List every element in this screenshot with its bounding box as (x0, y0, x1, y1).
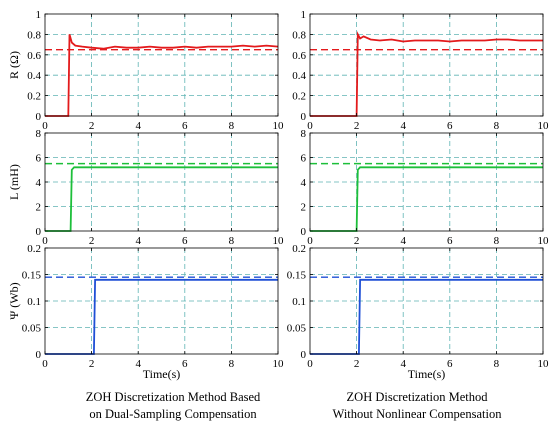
chart-l-left: 0 2 4 6 8 0 2 4 6 8 10 L (mH) (7, 128, 284, 247)
plot-frame (309, 13, 544, 117)
x-tick-label: 8 (494, 120, 500, 132)
series-line (45, 166, 278, 232)
y-tick-label: 0 (301, 349, 307, 361)
y-tick-label: 0.6 (292, 50, 306, 62)
chart-psi-right: 0 0.05 0.1 0.15 0.2 0 2 4 6 8 10 Time(s) (287, 243, 549, 381)
chart-r-left: 00.20.40.60.810 2 4 6 8 10R (Ω) (7, 9, 284, 132)
y-axis-label: R (Ω) (7, 51, 21, 79)
y-tick-label: 1 (36, 9, 42, 21)
y-tick-label: 0.2 (292, 243, 306, 255)
y-tick-label: 0.1 (27, 296, 41, 308)
y-tick-label: 4 (301, 177, 307, 189)
x-tick-label: 8 (229, 235, 235, 247)
x-tick-label: 0 (42, 120, 48, 132)
x-tick-label: 2 (89, 120, 95, 132)
y-axis-label: Ψ (Wb) (7, 282, 21, 319)
x-tick-label: 0 (307, 358, 313, 370)
x-tick-label: 2 (89, 358, 95, 370)
x-axis-label: Time(s) (408, 367, 446, 381)
x-tick-label: 4 (135, 358, 141, 370)
x-tick-label: 8 (229, 120, 235, 132)
x-tick-label: 2 (354, 235, 360, 247)
y-tick-label: 4 (36, 177, 42, 189)
caption-right-line2: Without Nonlinear Compensation (332, 407, 502, 421)
y-tick-label: 0.15 (22, 270, 42, 282)
series-line (45, 34, 279, 117)
plot-frame (44, 13, 279, 117)
x-tick-label: 10 (273, 358, 285, 370)
x-tick-label: 8 (494, 235, 500, 247)
y-tick-label: 8 (301, 128, 307, 140)
x-tick-label: 0 (307, 235, 313, 247)
y-tick-label: 0.6 (27, 50, 41, 62)
x-tick-label: 8 (229, 358, 235, 370)
caption-right: ZOH Discretization Method Without Nonlin… (292, 389, 542, 423)
x-tick-label: 10 (273, 235, 285, 247)
x-tick-label: 0 (42, 358, 48, 370)
y-tick-label: 0.4 (27, 70, 41, 82)
x-tick-label: 4 (400, 358, 406, 370)
x-tick-label: 4 (400, 120, 406, 132)
x-tick-label: 4 (135, 235, 141, 247)
chart-r-right: 00.20.40.60.810 2 4 6 8 10 (292, 9, 549, 132)
x-tick-label: 6 (447, 235, 453, 247)
y-tick-label: 0.15 (287, 270, 307, 282)
series-line (310, 278, 543, 355)
series-line (310, 166, 543, 232)
x-tick-label: 4 (400, 235, 406, 247)
y-tick-label: 8 (36, 128, 42, 140)
x-tick-label: 4 (135, 120, 141, 132)
y-tick-label: 0.2 (292, 91, 306, 103)
series-line (310, 31, 543, 117)
caption-left-line1: ZOH Discretization Method Based (85, 390, 261, 404)
y-tick-label: 0.8 (27, 29, 41, 41)
y-tick-label: 0 (36, 111, 42, 123)
y-tick-label: 0.2 (27, 91, 41, 103)
y-tick-label: 2 (36, 202, 42, 214)
y-tick-label: 0 (36, 349, 42, 361)
y-tick-label: 0 (36, 226, 42, 238)
chart-psi-left: 0 0.05 0.1 0.15 0.2 0 2 4 6 8 10 Ψ (Wb) Time(s) (7, 243, 284, 381)
x-tick-label: 10 (538, 358, 550, 370)
y-tick-label: 0.05 (22, 323, 42, 335)
caption-left-line2: on Dual-Sampling Compensation (89, 407, 257, 421)
caption-right-line1: ZOH Discretization Method (346, 390, 488, 404)
y-tick-label: 0.05 (287, 323, 307, 335)
y-tick-label: 0 (301, 226, 307, 238)
x-tick-label: 2 (89, 235, 95, 247)
y-tick-label: 0.8 (292, 29, 306, 41)
caption-left: ZOH Discretization Method Based on Dual-… (48, 389, 298, 423)
y-tick-label: 0.4 (292, 70, 306, 82)
y-tick-label: 2 (301, 202, 307, 214)
x-tick-label: 10 (538, 235, 550, 247)
x-tick-label: 6 (447, 120, 453, 132)
y-tick-label: 0.2 (27, 243, 41, 255)
x-tick-label: 10 (273, 120, 285, 132)
y-tick-label: 6 (36, 153, 42, 165)
x-tick-label: 8 (494, 358, 500, 370)
chart-l-right: 0 2 4 6 8 0 2 4 6 8 10 (301, 128, 550, 247)
x-tick-label: 6 (447, 358, 453, 370)
x-tick-label: 0 (307, 120, 313, 132)
y-tick-label: 6 (301, 153, 307, 165)
x-tick-label: 2 (354, 358, 360, 370)
y-tick-label: 1 (301, 9, 307, 21)
x-tick-label: 10 (538, 120, 550, 132)
x-tick-label: 0 (42, 235, 48, 247)
y-tick-label: 0 (301, 111, 307, 123)
y-tick-label: 0.1 (292, 296, 306, 308)
x-axis-label: Time(s) (143, 367, 181, 381)
x-tick-label: 6 (182, 358, 188, 370)
series-line (45, 278, 278, 355)
x-tick-label: 6 (182, 235, 188, 247)
x-tick-label: 2 (354, 120, 360, 132)
y-axis-label: L (mH) (7, 164, 21, 200)
x-tick-label: 6 (182, 120, 188, 132)
